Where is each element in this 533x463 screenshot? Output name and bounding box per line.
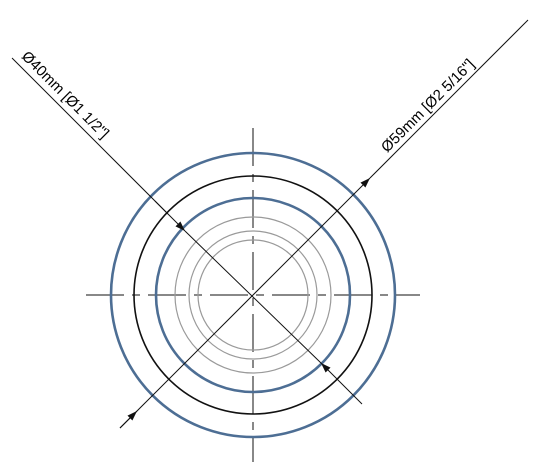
hidden-circle-inner	[197, 239, 309, 351]
inner-dimension-tail	[353, 395, 363, 405]
outer-dimension-label: Ø59mm [Ø2 5/16"]	[378, 56, 478, 156]
inner-dimension-arrow-lower	[320, 362, 355, 397]
inner-dimension-line	[184, 230, 322, 364]
inner-dimension-label: Ø40mm [Ø1 1/2"]	[18, 48, 112, 142]
outer-dimension-arrow-upper	[352, 177, 371, 196]
outer-dimension-line	[119, 194, 354, 429]
hidden-circle-middle	[188, 230, 318, 360]
outer-dimension-leader	[369, 19, 529, 179]
inner-dimension-leader	[11, 57, 169, 215]
inner-blue-circle	[154, 196, 352, 394]
hidden-circle-outer	[174, 216, 332, 374]
black-circle	[133, 175, 373, 415]
outer-blue-circle	[109, 151, 397, 439]
outer-dimension-arrow-lower	[119, 410, 138, 429]
inner-dimension-arrow-upper	[154, 200, 186, 232]
